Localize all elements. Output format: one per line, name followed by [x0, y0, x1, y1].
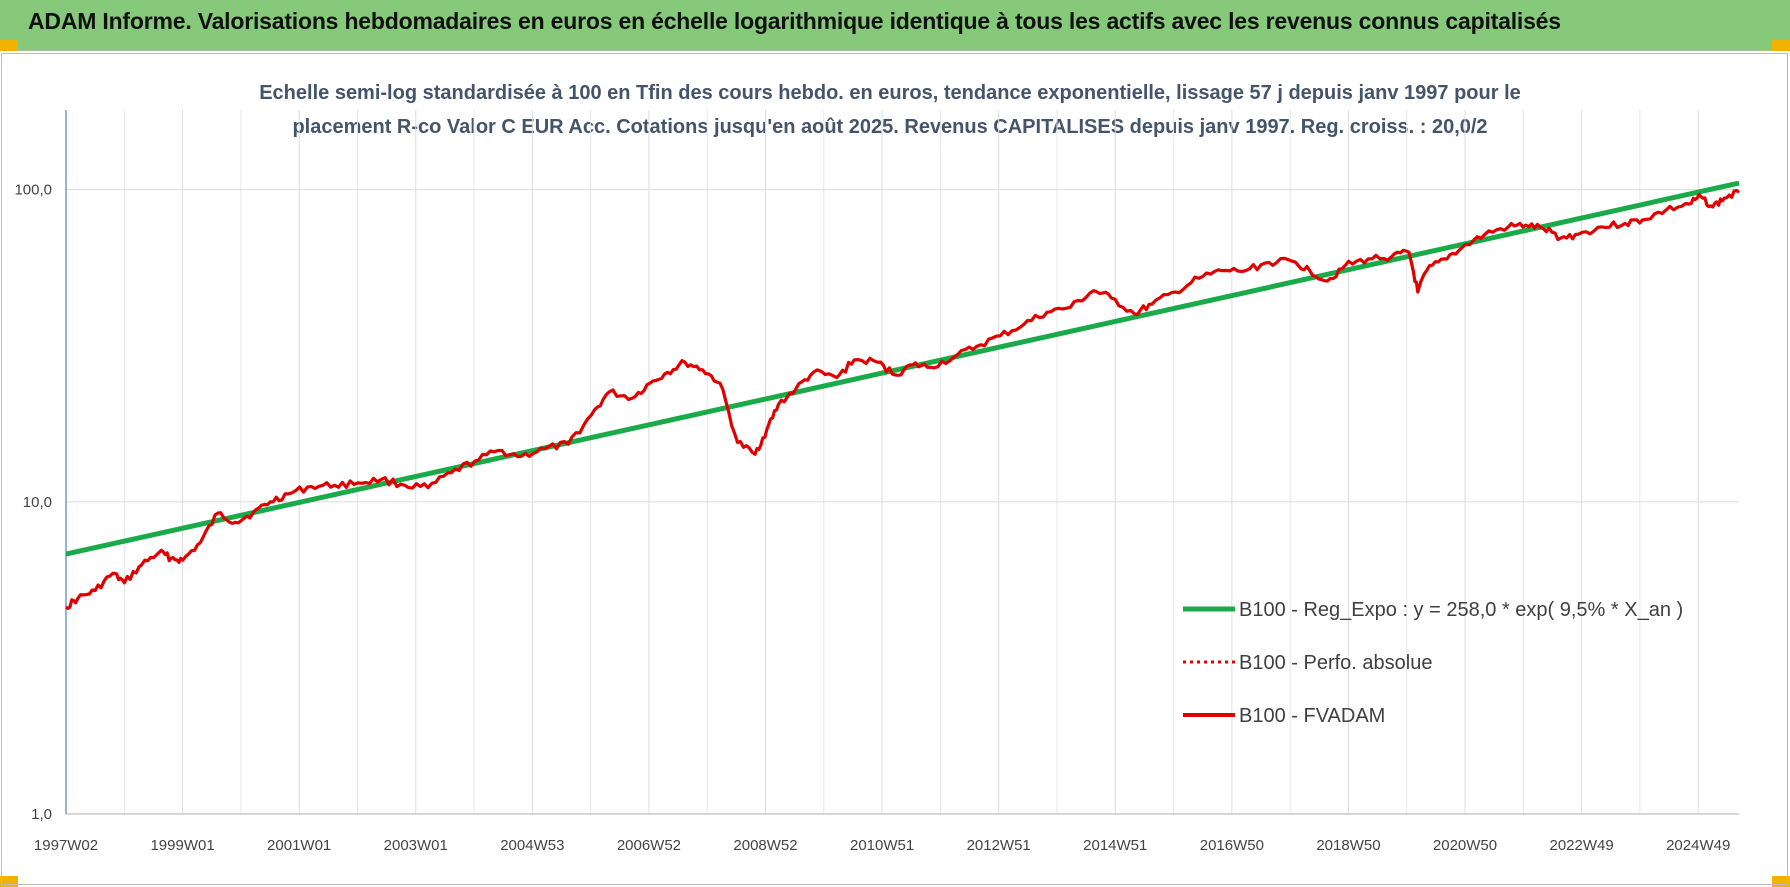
legend-label-1: B100 - Reg_Expo : y = 258,0 * exp( 9,5% …	[1239, 599, 1683, 621]
corner-marker-bottom-right	[1772, 876, 1790, 887]
report-header: ADAM Informe. Valorisations hebdomadaire…	[0, 0, 1790, 51]
series-lines	[65, 180, 1740, 610]
report-title: ADAM Informe. Valorisations hebdomadaire…	[28, 8, 1561, 34]
x-tick-label: 2012W51	[967, 837, 1031, 854]
chart-title-line-2: placement R-co Valor C EUR Acc. Cotation…	[292, 116, 1488, 138]
y-tick-label: 10,0	[23, 494, 52, 511]
series-line-3	[65, 188, 1740, 610]
x-tick-label: 2003W01	[384, 837, 448, 854]
x-tick-label: 2022W49	[1550, 837, 1614, 854]
chart-title: Echelle semi-log standardisée à 100 en T…	[190, 76, 1590, 144]
x-tick-label: 2020W50	[1433, 837, 1497, 854]
x-tick-label: 2018W50	[1316, 837, 1380, 854]
x-tick-label: 1999W01	[150, 837, 214, 854]
x-tick-label: 2010W51	[850, 837, 914, 854]
x-tick-label: 2006W52	[617, 837, 681, 854]
legend: B100 - Reg_Expo : y = 258,0 * exp( 9,5% …	[1183, 599, 1683, 727]
x-tick-label: 2024W49	[1666, 837, 1730, 854]
corner-marker-top-left	[0, 40, 18, 51]
y-tick-label: 100,0	[14, 182, 52, 199]
corner-marker-bottom-left	[0, 876, 18, 887]
x-tick-label: 2001W01	[267, 837, 331, 854]
legend-label-2: B100 - Perfo. absolue	[1239, 652, 1432, 674]
x-tick-label: 2008W52	[733, 837, 797, 854]
x-tick-label: 2016W50	[1200, 837, 1264, 854]
x-tick-label: 1997W02	[34, 837, 98, 854]
grid	[65, 110, 1739, 815]
axes	[65, 110, 1739, 815]
series-line-1	[65, 180, 1740, 557]
corner-marker-top-right	[1772, 40, 1790, 51]
y-tick-label: 1,0	[31, 806, 52, 823]
x-tick-label: 2004W53	[500, 837, 564, 854]
chart-frame	[1, 53, 1788, 885]
legend-label-3: B100 - FVADAM	[1239, 705, 1385, 727]
x-tick-label: 2014W51	[1083, 837, 1147, 854]
chart-title-line-1: Echelle semi-log standardisée à 100 en T…	[259, 82, 1521, 104]
tick-labels: 1997W02 1999W01 2001W01 2003W01 2004W53 2006W…	[14, 182, 1730, 854]
